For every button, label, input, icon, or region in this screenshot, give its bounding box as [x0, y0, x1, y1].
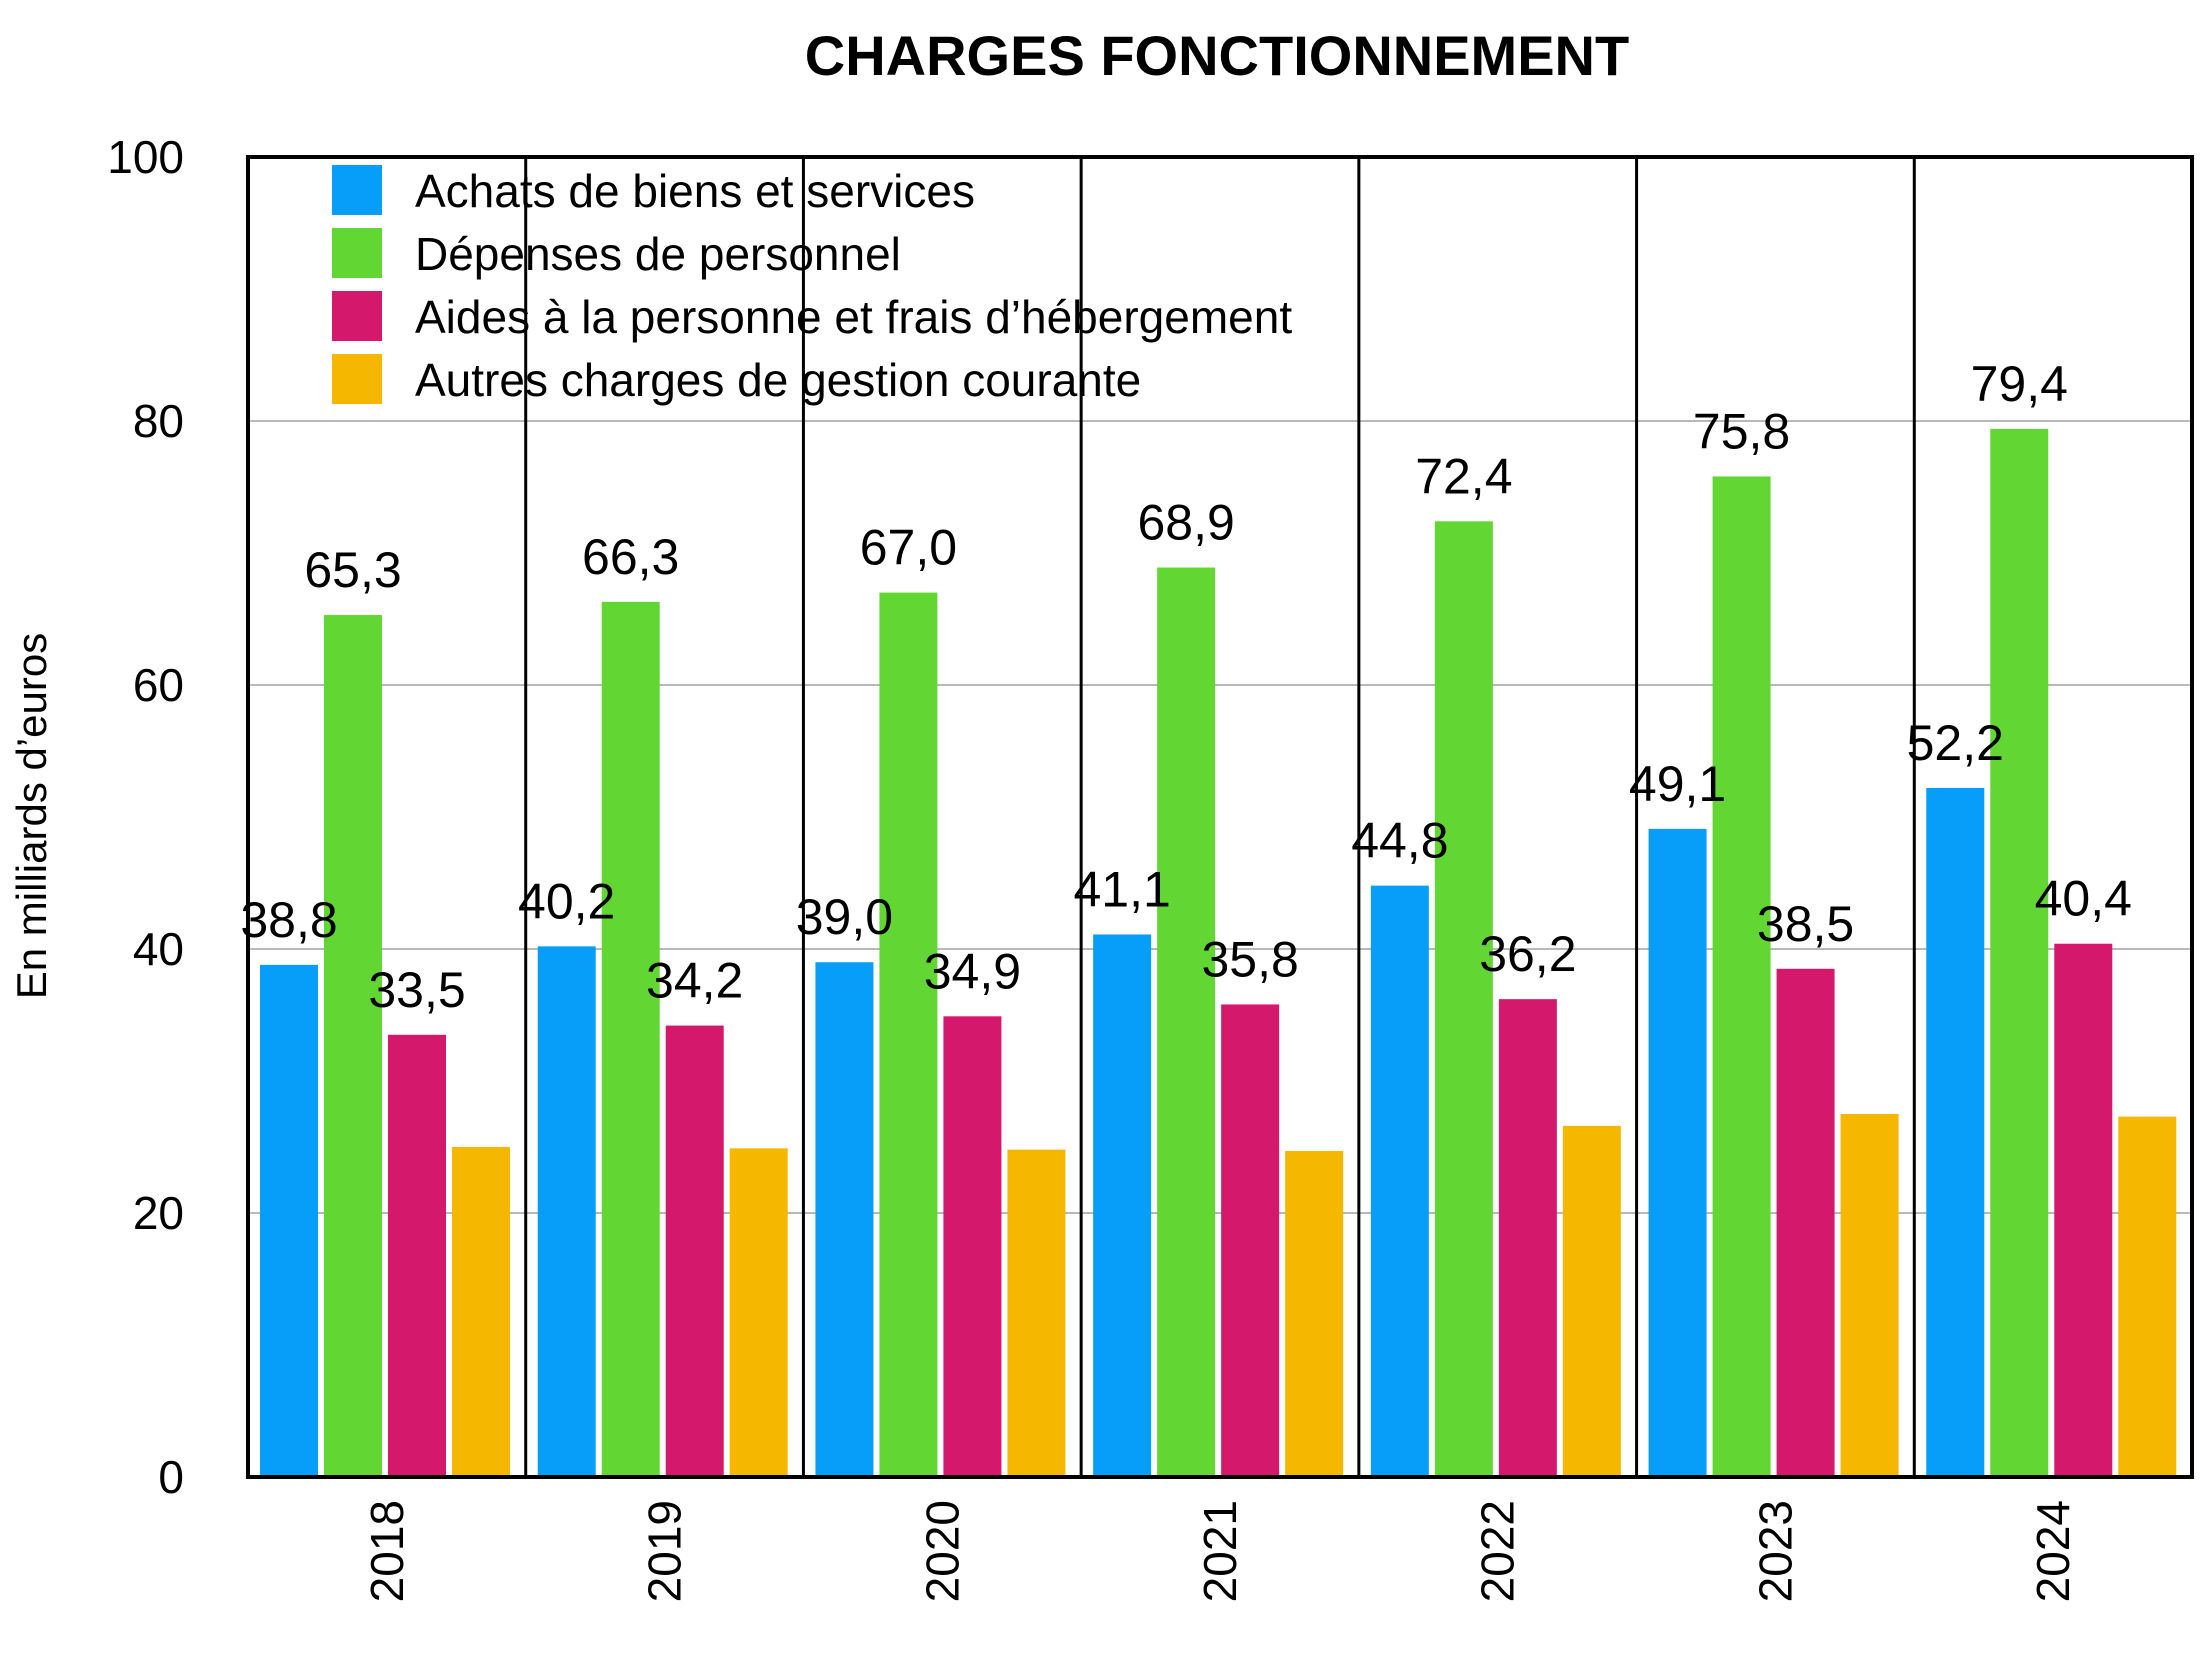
- y-axis-label: En milliards d’euros: [8, 633, 55, 999]
- data-label: 79,4: [1971, 356, 2068, 412]
- bar: [879, 592, 938, 1477]
- bar: [1990, 428, 2049, 1477]
- y-tick-label: 80: [133, 395, 184, 447]
- legend-label: Autres charges de gestion courante: [415, 354, 1141, 406]
- legend-label: Dépenses de personnel: [415, 228, 901, 280]
- bar: [1712, 476, 1771, 1477]
- bar: [1370, 885, 1429, 1477]
- legend-label: Achats de biens et services: [415, 165, 975, 217]
- x-tick-label: 2018: [361, 1500, 413, 1602]
- bar: [1093, 934, 1152, 1477]
- bar: [2054, 943, 2113, 1477]
- data-label: 33,5: [368, 962, 465, 1018]
- data-label: 72,4: [1415, 448, 1512, 504]
- bar: [1285, 1150, 1344, 1477]
- legend-swatch: [332, 165, 382, 215]
- data-label: 40,4: [2035, 871, 2132, 927]
- bar: [1007, 1149, 1066, 1477]
- y-tick-label: 20: [133, 1187, 184, 1239]
- data-label: 75,8: [1693, 403, 1790, 459]
- legend-swatch: [332, 354, 382, 404]
- bar: [1926, 787, 1985, 1477]
- bar: [665, 1025, 724, 1477]
- data-label: 35,8: [1201, 931, 1298, 987]
- data-label: 34,9: [924, 943, 1021, 999]
- bar: [324, 615, 382, 1477]
- data-label: 39,0: [796, 889, 893, 945]
- x-tick-label: 2019: [639, 1500, 691, 1602]
- data-label: 67,0: [860, 520, 957, 576]
- data-label: 52,2: [1907, 715, 2004, 771]
- data-label: 49,1: [1629, 756, 1726, 812]
- axis-layer: 0 20 40 60 80 100 2018 2019 2020 2021 2022 2023 2024: [107, 131, 2079, 1602]
- bar: [601, 601, 660, 1477]
- bar: [1840, 1114, 1899, 1477]
- legend-swatch: [332, 291, 382, 341]
- bar: [388, 1034, 446, 1477]
- data-label: 68,9: [1137, 495, 1234, 551]
- bar: [537, 946, 596, 1477]
- x-tick-label: 2021: [1194, 1500, 1246, 1602]
- data-label: 36,2: [1479, 926, 1576, 982]
- legend-label: Aides à la personne et frais d’hébergeme…: [415, 291, 1292, 343]
- bars-layer: [260, 428, 2177, 1477]
- data-labels-layer: 38,8 65,3 33,5 40,2 66,3 34,2 39,0 67,0 34,9 41,1…: [240, 356, 2132, 1018]
- bar: [452, 1147, 510, 1477]
- y-tick-label: 0: [158, 1451, 184, 1503]
- bar: [260, 964, 318, 1477]
- bar: [1648, 828, 1707, 1477]
- data-label: 34,2: [646, 953, 743, 1009]
- plot-frame-layer: [246, 155, 2194, 1479]
- chart-title: CHARGES FONCTIONNEMENT: [805, 24, 1629, 87]
- data-label: 65,3: [304, 542, 401, 598]
- data-label: 44,8: [1351, 813, 1448, 869]
- data-label: 41,1: [1073, 861, 1170, 917]
- y-tick-label: 40: [133, 923, 184, 975]
- bar: [815, 962, 874, 1477]
- plot-frame: [246, 155, 2194, 1479]
- bar: [1562, 1125, 1621, 1477]
- x-tick-label: 2023: [1749, 1500, 1801, 1602]
- bar: [1221, 1004, 1280, 1477]
- data-label: 66,3: [582, 529, 679, 585]
- bar: [2118, 1116, 2177, 1477]
- data-label: 40,2: [518, 873, 615, 929]
- y-tick-label: 100: [107, 131, 184, 183]
- y-tick-label: 60: [133, 659, 184, 711]
- legend-swatch: [332, 228, 382, 278]
- data-label: 38,8: [240, 892, 337, 948]
- x-tick-label: 2024: [2027, 1500, 2079, 1602]
- bar: [1776, 968, 1835, 1477]
- legend: Achats de biens et services Dépenses de p…: [332, 165, 1292, 406]
- bar: [943, 1016, 1002, 1477]
- bar: [1434, 521, 1493, 1477]
- x-tick-label: 2022: [1472, 1500, 1524, 1602]
- data-label: 38,5: [1757, 896, 1854, 952]
- bar: [1157, 567, 1216, 1477]
- bar: [729, 1148, 788, 1477]
- bar: [1498, 999, 1557, 1477]
- x-tick-label: 2020: [916, 1500, 968, 1602]
